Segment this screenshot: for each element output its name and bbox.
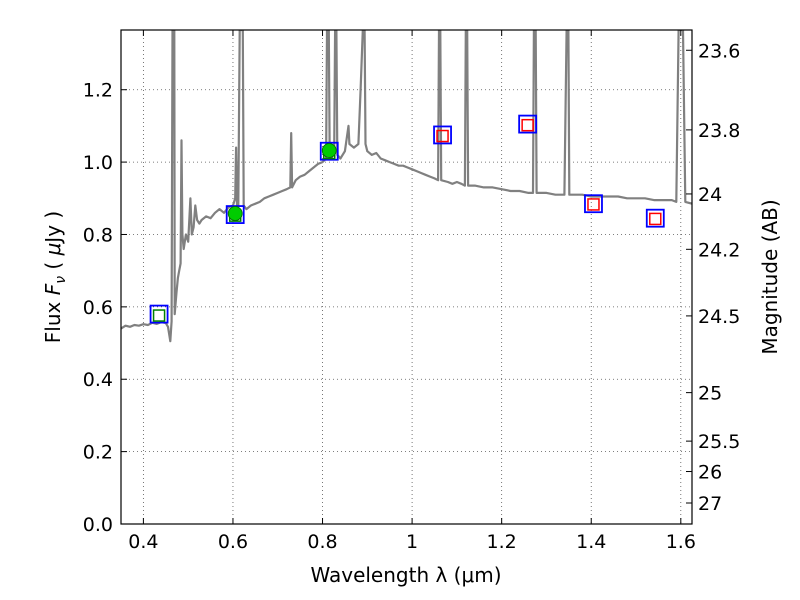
y-tick-label: 0.4	[83, 369, 113, 391]
detection-point	[321, 143, 337, 158]
y2-tick-label: 24.5	[698, 306, 740, 328]
x-tick-label: 0.4	[128, 531, 158, 553]
observed-flux-marker	[584, 194, 603, 214]
spectrum-line	[121, 30, 692, 343]
y-tick-label: 1.0	[83, 152, 113, 174]
y2-tick-label: 25.5	[698, 431, 740, 453]
y-tick-label: 0.2	[83, 442, 113, 464]
model-flux-marker	[649, 212, 662, 226]
plot-area	[121, 30, 692, 343]
y2-tick-label: 23.8	[698, 120, 740, 142]
y2-tick-label: 26	[698, 462, 722, 484]
observed-flux-marker	[645, 208, 665, 228]
y2-tick-label: 23.6	[698, 40, 740, 62]
y-tick-label: 0.0	[83, 514, 113, 536]
y2-tick-label: 27	[698, 493, 722, 515]
y-axis-right: 23.6 23.8 24 24.2 24.5 25 25.5 26 27	[686, 40, 740, 515]
y-tick-label: 0.6	[83, 297, 113, 319]
model-flux-marker	[587, 198, 600, 211]
x-tick-label: 1.6	[666, 531, 696, 553]
observed-flux-marker	[433, 125, 452, 145]
detection-point	[227, 206, 243, 221]
observed-flux-marker	[149, 304, 169, 324]
y-tick-label: 0.8	[83, 224, 113, 246]
observed-flux-marker	[518, 114, 538, 134]
x-tick-label: 1.4	[576, 531, 606, 553]
y2-tick-label: 25	[698, 383, 722, 405]
photometry-markers	[149, 114, 665, 324]
observed-flux-marker	[319, 141, 339, 161]
x-tick-label: 0.6	[218, 531, 248, 553]
x-tick-label: 1.2	[487, 531, 517, 553]
y2-axis-label: Magnitude (AB)	[758, 199, 782, 354]
model-spectrum-series	[121, 30, 692, 343]
x-tick-label: 0.8	[307, 531, 337, 553]
y-axis-label: Flux Fν ( μJy )	[41, 211, 69, 343]
model-flux-marker	[436, 129, 449, 143]
model-flux-marker	[521, 118, 534, 132]
plot-frame	[120, 29, 693, 525]
x-tick-label: 1	[406, 531, 418, 553]
y-axis-left: 0.0 0.2 0.4 0.6 0.8 1.0 1.2	[83, 80, 127, 536]
x-axis-label: Wavelength λ (μm)	[310, 563, 501, 587]
y2-tick-label: 24.2	[698, 239, 740, 261]
model-flux-marker	[152, 309, 166, 322]
x-axis: 0.4 0.6 0.8 1 1.2 1.4 1.6	[128, 30, 696, 553]
y2-tick-label: 24	[698, 184, 722, 206]
y-tick-label: 1.2	[83, 80, 113, 102]
observed-flux-marker	[225, 205, 245, 224]
